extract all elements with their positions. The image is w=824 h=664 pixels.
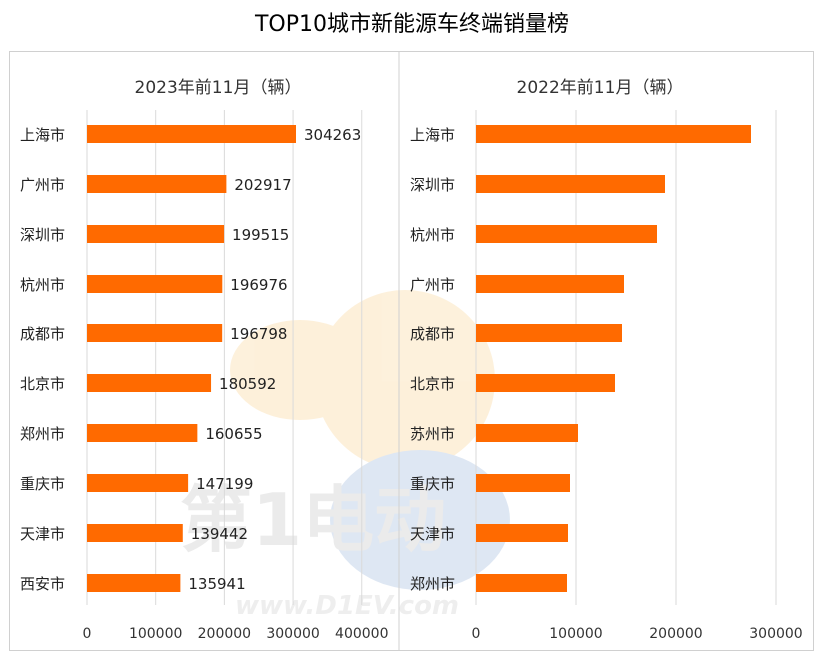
bar xyxy=(476,524,568,542)
category-label: 上海市 xyxy=(20,126,65,144)
category-label: 郑州市 xyxy=(410,575,455,593)
x-tick-label: 200000 xyxy=(649,626,702,642)
category-label: 上海市 xyxy=(410,126,455,144)
category-label: 天津市 xyxy=(20,525,65,543)
bar xyxy=(476,175,665,193)
category-label: 成都市 xyxy=(20,325,65,343)
x-tick-label: 0 xyxy=(472,626,481,642)
data-label: 135941 xyxy=(188,575,245,593)
bar xyxy=(476,374,615,392)
data-label: 196976 xyxy=(230,276,287,294)
panel-title: 2023年前11月（辆） xyxy=(135,78,302,98)
data-label: 160655 xyxy=(205,425,262,443)
category-label: 深圳市 xyxy=(410,176,455,194)
category-label: 重庆市 xyxy=(20,475,65,493)
category-label: 深圳市 xyxy=(20,226,65,244)
x-tick-label: 300000 xyxy=(749,626,802,642)
data-label: 196798 xyxy=(230,325,287,343)
bar xyxy=(87,574,181,592)
bar xyxy=(476,275,624,293)
watermark-url: www.D1EV.com xyxy=(235,591,459,621)
bar xyxy=(87,374,212,392)
bar xyxy=(87,125,296,143)
category-label: 北京市 xyxy=(20,375,65,393)
data-label: 304263 xyxy=(304,126,361,144)
x-tick-label: 100000 xyxy=(549,626,602,642)
bar xyxy=(87,524,183,542)
data-label: 199515 xyxy=(232,226,289,244)
category-label: 广州市 xyxy=(20,176,65,194)
bar xyxy=(476,424,578,442)
bar xyxy=(87,275,223,293)
category-label: 北京市 xyxy=(410,375,455,393)
category-label: 成都市 xyxy=(410,325,455,343)
bar xyxy=(476,574,567,592)
category-label: 重庆市 xyxy=(410,475,455,493)
bar xyxy=(476,474,570,492)
panel-title: 2022年前11月（辆） xyxy=(517,78,684,98)
bar xyxy=(87,424,198,442)
data-label: 202917 xyxy=(234,176,291,194)
data-label: 139442 xyxy=(191,525,248,543)
category-label: 西安市 xyxy=(20,575,65,593)
category-label: 广州市 xyxy=(410,276,455,294)
x-tick-label: 200000 xyxy=(198,626,251,642)
x-tick-label: 0 xyxy=(83,626,92,642)
data-label: 180592 xyxy=(219,375,276,393)
category-label: 苏州市 xyxy=(410,425,455,443)
x-tick-label: 400000 xyxy=(335,626,388,642)
bar xyxy=(87,175,227,193)
category-label: 郑州市 xyxy=(20,425,65,443)
bar xyxy=(476,225,657,243)
chart-frame xyxy=(9,51,814,651)
bar xyxy=(87,324,223,342)
bar xyxy=(476,324,622,342)
bar xyxy=(476,125,751,143)
category-label: 天津市 xyxy=(410,525,455,543)
chart-title: TOP10城市新能源车终端销量榜 xyxy=(254,12,570,37)
category-label: 杭州市 xyxy=(410,226,455,244)
category-label: 杭州市 xyxy=(20,276,65,294)
x-tick-label: 100000 xyxy=(129,626,182,642)
bar xyxy=(87,474,189,492)
x-tick-label: 300000 xyxy=(266,626,319,642)
data-label: 147199 xyxy=(196,475,253,493)
bar xyxy=(87,225,225,243)
